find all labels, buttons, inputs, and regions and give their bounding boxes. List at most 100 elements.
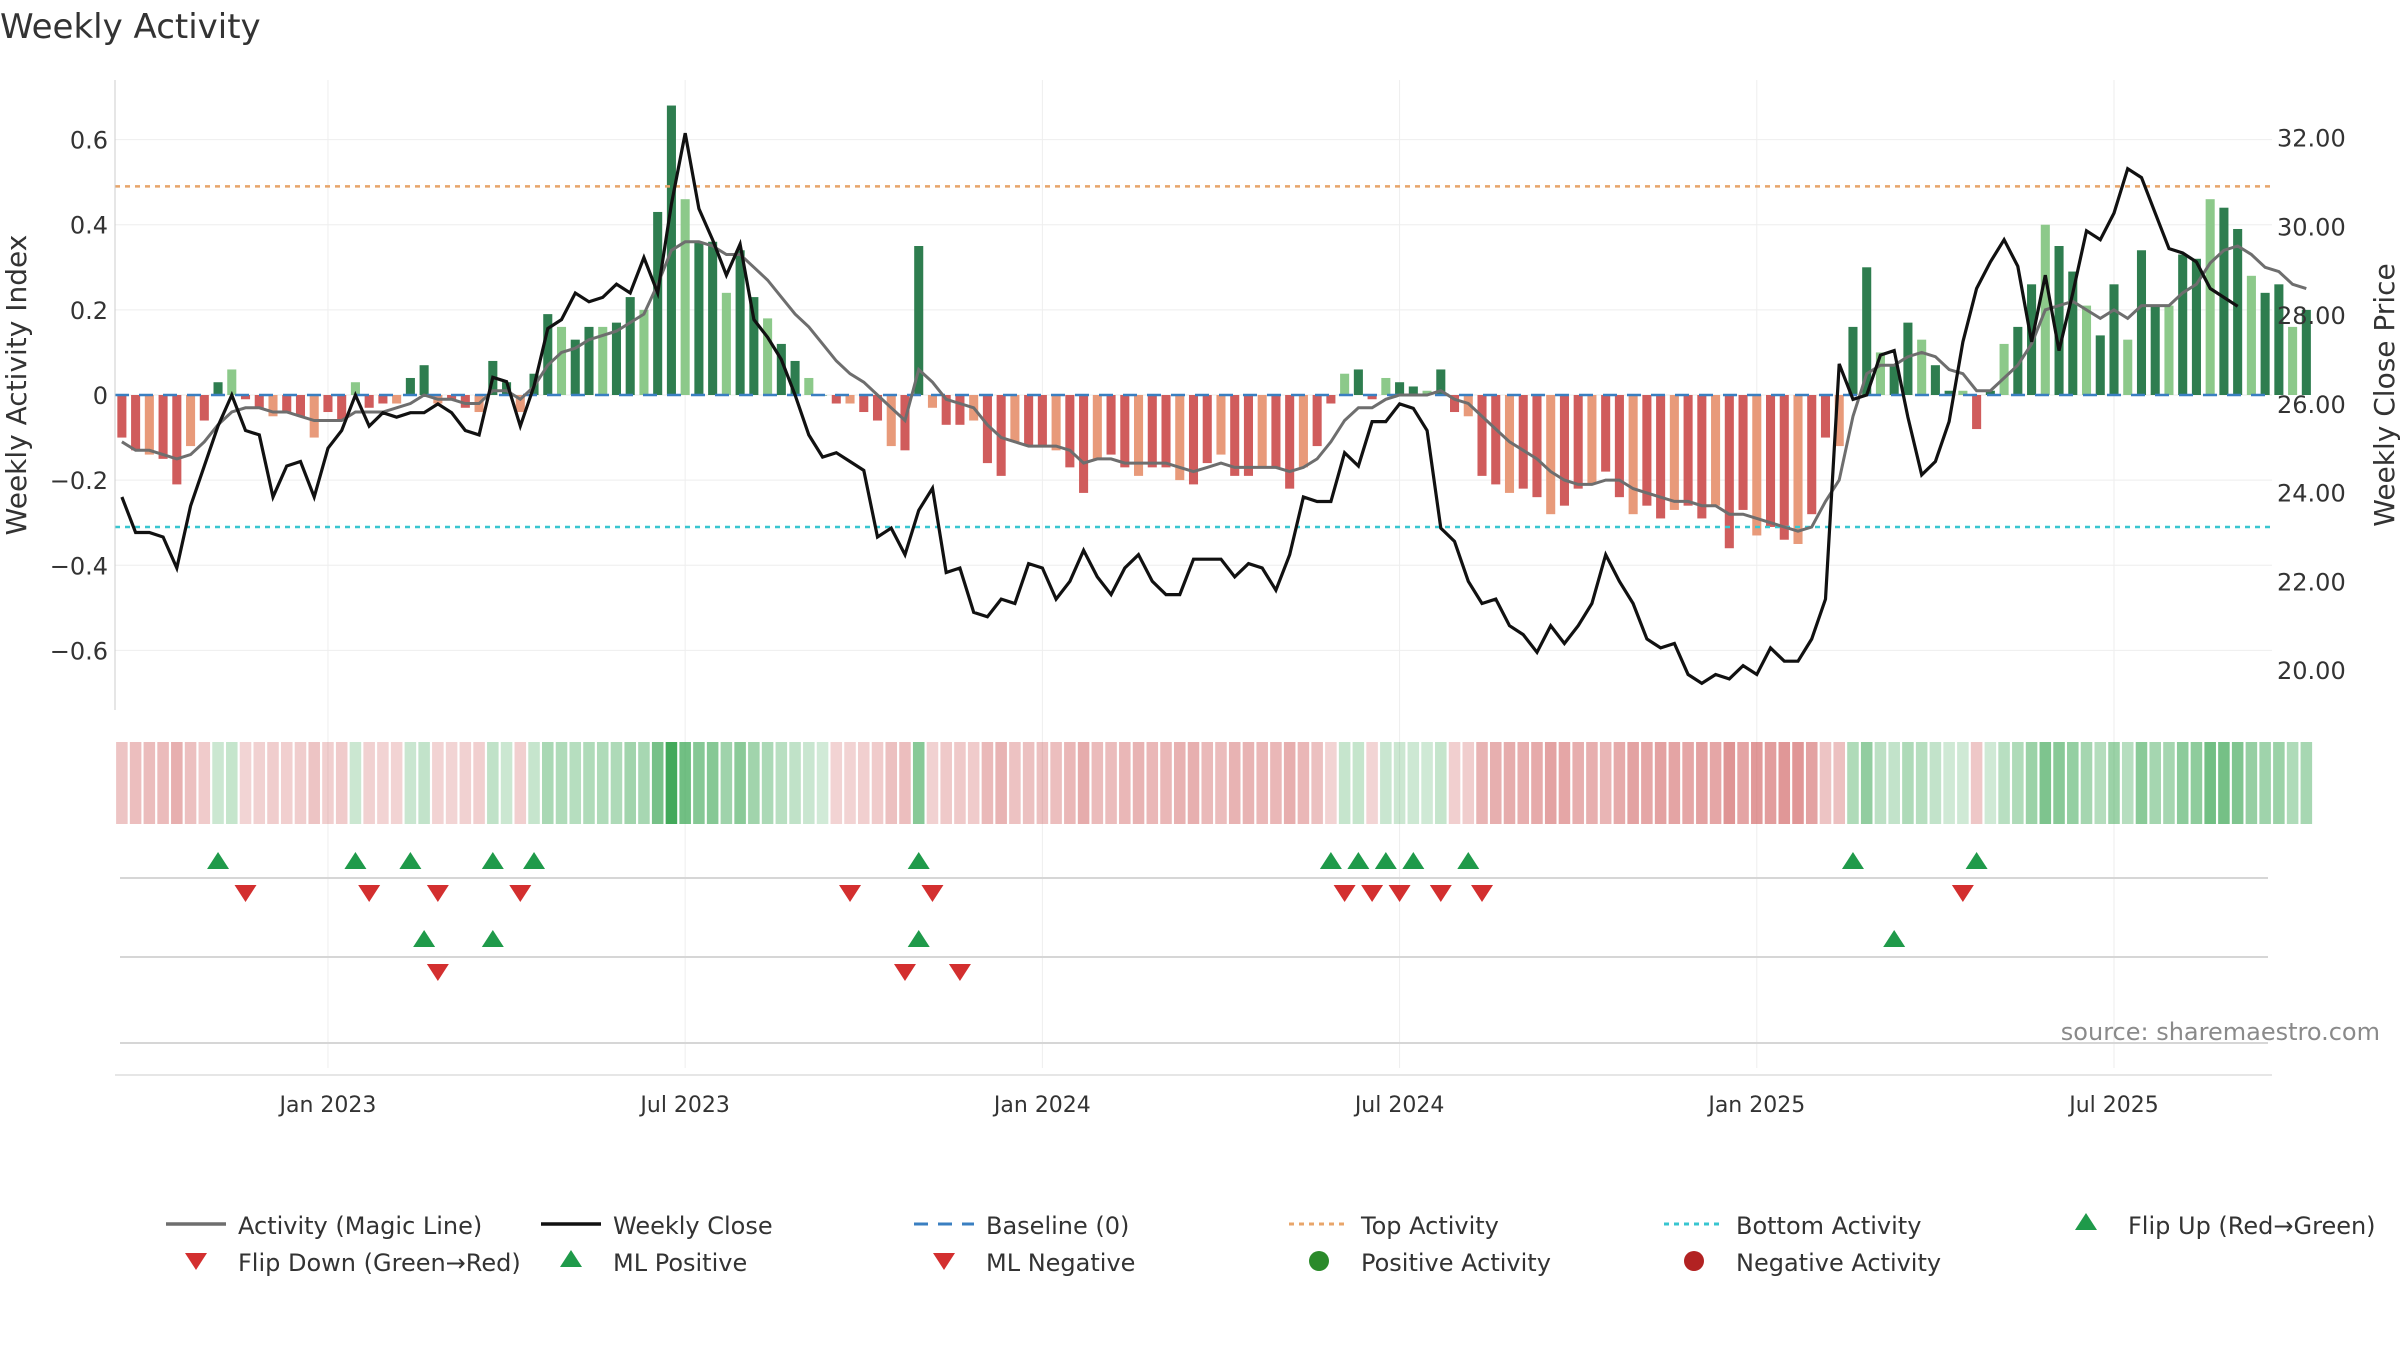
heat-cell (2176, 742, 2189, 824)
heat-cell (239, 742, 252, 824)
legend-item: ML Negative (933, 1249, 1135, 1277)
legend-label: ML Positive (613, 1249, 747, 1277)
ml-negative-marker (948, 964, 971, 981)
heat-cell (1764, 742, 1777, 824)
heat-cell (212, 742, 224, 824)
legend-label: Flip Up (Red→Green) (2128, 1212, 2376, 1240)
heat-cell (1297, 742, 1310, 824)
chart-title: Weekly Activity (0, 7, 261, 47)
activity-bar (1779, 395, 1789, 540)
heat-cell (1215, 742, 1227, 824)
activity-bar (447, 395, 457, 400)
activity-bar (900, 395, 910, 451)
heat-cell (2259, 742, 2271, 824)
activity-bar (1037, 395, 1047, 447)
heat-cell (651, 742, 664, 824)
heat-cell (1421, 742, 1433, 824)
activity-bar (2081, 305, 2092, 395)
heat-cell (1641, 742, 1653, 824)
activity-bar (1147, 395, 1157, 468)
activity-bar (515, 395, 525, 413)
activity-bar (1230, 395, 1240, 476)
heat-cell (2163, 742, 2175, 824)
activity-bar (323, 395, 333, 413)
activity-bar (653, 211, 663, 395)
x-tick-label: Jul 2025 (2067, 1093, 2159, 1118)
activity-bar (2219, 207, 2229, 395)
heat-cell (143, 742, 156, 824)
legend-item: ML Positive (560, 1249, 747, 1277)
activity-bar (1807, 395, 1817, 515)
activity-bar (158, 395, 168, 459)
flip-down-marker (234, 885, 257, 902)
heat-cell (1654, 742, 1667, 824)
heat-cell (1805, 742, 1818, 824)
flip-up-marker (207, 852, 230, 869)
legend-swatch-triangle-down (933, 1253, 955, 1270)
activity-bar (1450, 395, 1460, 413)
heat-cell (638, 742, 650, 824)
ml-negative-marker (893, 964, 916, 981)
heat-cell (459, 742, 472, 824)
activity-bar (1724, 395, 1734, 549)
heat-cell (1270, 742, 1282, 824)
heat-cell (2273, 742, 2285, 824)
activity-bar (2164, 305, 2174, 395)
magic-line-series (121, 240, 2307, 533)
heat-cell (335, 742, 348, 824)
legend-swatch-triangle-down (185, 1253, 207, 1270)
y2-tick-label: 32.00 (2277, 125, 2346, 153)
activity-bar (1079, 395, 1089, 493)
grid-layer (115, 80, 2272, 1068)
heat-cell (500, 742, 513, 824)
heat-cell (1668, 742, 1681, 824)
activity-bar (1010, 395, 1020, 442)
heat-cell (2286, 742, 2299, 824)
activity-bar (254, 395, 264, 408)
y-tick-label: 0.2 (70, 297, 108, 325)
heat-cell (390, 742, 403, 824)
activity-bar (1051, 395, 1061, 451)
heat-cell (1160, 742, 1172, 824)
weekly-close-series (120, 132, 2239, 686)
activity-bar (1134, 395, 1144, 476)
heat-cell (1833, 742, 1845, 824)
y-tick-label: 0.4 (70, 212, 108, 240)
flip-up-marker (523, 852, 546, 869)
flip-up-marker (1374, 852, 1397, 869)
activity-bar (405, 377, 415, 395)
activity-bar (227, 369, 237, 395)
activity-bar (2013, 326, 2023, 395)
activity-bar (2205, 199, 2215, 395)
heat-cell (1119, 742, 1131, 824)
activity-bar (556, 326, 567, 395)
heat-cell (1036, 742, 1049, 824)
activity-bar (2095, 335, 2105, 395)
x-tick-label: Jul 2024 (1353, 1093, 1445, 1118)
activity-bar (790, 360, 800, 395)
activity-bar (2068, 271, 2078, 395)
activity-bar (1161, 395, 1171, 468)
heat-cell (445, 742, 458, 824)
heat-cell (857, 742, 870, 824)
flip-up-marker (344, 852, 367, 869)
y-tick-label: 0.6 (70, 127, 108, 155)
activity-bar (1848, 326, 1858, 395)
flip-down-marker (921, 885, 944, 902)
flip-down-marker (1388, 885, 1411, 902)
activity-bar (859, 395, 869, 413)
heat-cell (1393, 742, 1406, 824)
activity-bar (1326, 395, 1336, 404)
activity-bar (1381, 377, 1391, 395)
flip-up-marker (1319, 852, 1342, 869)
heat-cell (1228, 742, 1241, 824)
activity-bar (1930, 365, 1940, 395)
activity-bar (1271, 395, 1281, 468)
heat-cell (2218, 742, 2230, 824)
activity-bar (268, 395, 278, 417)
activity-bar (186, 395, 196, 447)
activity-bar (1340, 373, 1350, 395)
heat-cell (157, 742, 169, 824)
heat-cell (2094, 742, 2107, 824)
heat-cell (418, 742, 430, 824)
